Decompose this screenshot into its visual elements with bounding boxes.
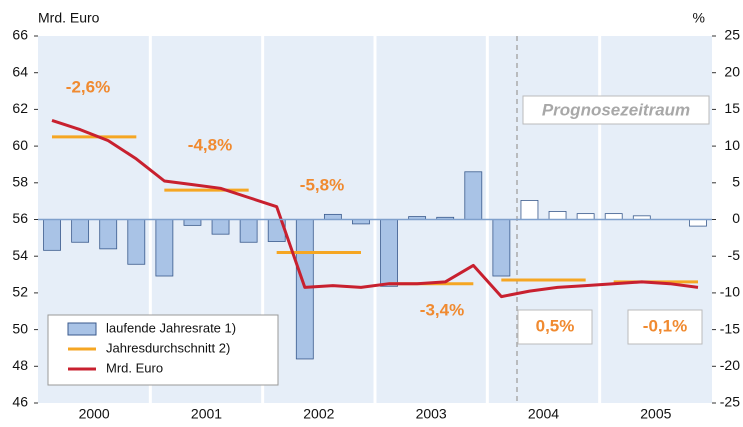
- legend-label: Jahresdurchschnitt 2): [106, 340, 230, 355]
- bar: [576, 213, 595, 220]
- forecast-label: Prognosezeitraum: [542, 100, 690, 119]
- annotation: -2,6%: [66, 77, 110, 96]
- y2-tick-label: 0: [732, 210, 740, 226]
- bar: [464, 171, 483, 220]
- bar: [71, 219, 90, 243]
- legend-swatch: [67, 322, 97, 336]
- annotation: -4,8%: [188, 135, 232, 154]
- bar: [43, 219, 61, 251]
- y-tick-label: 58: [12, 174, 28, 190]
- line: [51, 118, 699, 299]
- y-tick-label: 66: [12, 27, 28, 43]
- y-tick-label: 54: [12, 247, 28, 263]
- legend-label: laufende Jahresrate 1): [106, 320, 236, 335]
- annotation-box: [517, 309, 593, 345]
- annotation-box: [627, 309, 703, 345]
- y-tick-label: 46: [12, 394, 28, 410]
- x-tick-label: 2000: [79, 406, 110, 422]
- y2-tick-label: 5: [732, 174, 740, 190]
- bar: [183, 219, 202, 226]
- bar: [295, 219, 314, 360]
- bar: [604, 213, 623, 220]
- x-tick-label: 2001: [191, 406, 222, 422]
- bar: [520, 200, 539, 220]
- y-tick-label: 52: [12, 284, 28, 300]
- y-tick-label: 48: [12, 357, 28, 373]
- y2-tick-label: 25: [724, 27, 740, 43]
- y-tick-label: 62: [12, 100, 28, 116]
- y2-tick-label: -10: [720, 284, 740, 300]
- y2-tick-label: -20: [720, 357, 740, 373]
- bar: [239, 219, 258, 243]
- forecast-box: [522, 95, 710, 125]
- y-tick-label: 60: [12, 137, 28, 153]
- y2-tick-label: -25: [720, 394, 740, 410]
- y-axis-title: Mrd. Euro: [38, 10, 100, 26]
- annotation: -0,1%: [643, 316, 687, 335]
- bar: [492, 219, 511, 277]
- y2-tick-label: 15: [724, 100, 740, 116]
- y-tick-label: 56: [12, 210, 28, 226]
- bar: [211, 219, 230, 235]
- bar: [127, 219, 146, 265]
- bar: [380, 219, 398, 287]
- bar: [99, 219, 118, 250]
- y2-tick-label: -15: [720, 320, 740, 336]
- x-tick-label: 2003: [416, 406, 447, 422]
- y-tick-label: 64: [12, 63, 28, 79]
- legend-label: Mrd. Euro: [106, 360, 163, 375]
- bar: [689, 219, 707, 227]
- bar: [548, 211, 567, 220]
- bar: [155, 219, 174, 277]
- y2-axis-title: %: [693, 10, 705, 26]
- x-tick-label: 2004: [528, 406, 559, 422]
- x-tick-label: 2002: [303, 406, 334, 422]
- annotation: 0,5%: [536, 316, 575, 335]
- bar: [323, 213, 342, 220]
- y2-tick-label: -5: [728, 247, 741, 263]
- y-tick-label: 50: [12, 320, 28, 336]
- y2-tick-label: 20: [724, 63, 740, 79]
- annotation: -5,8%: [300, 175, 344, 194]
- annotation: -3,4%: [420, 300, 464, 319]
- y2-tick-label: 10: [724, 137, 740, 153]
- x-tick-label: 2005: [640, 406, 671, 422]
